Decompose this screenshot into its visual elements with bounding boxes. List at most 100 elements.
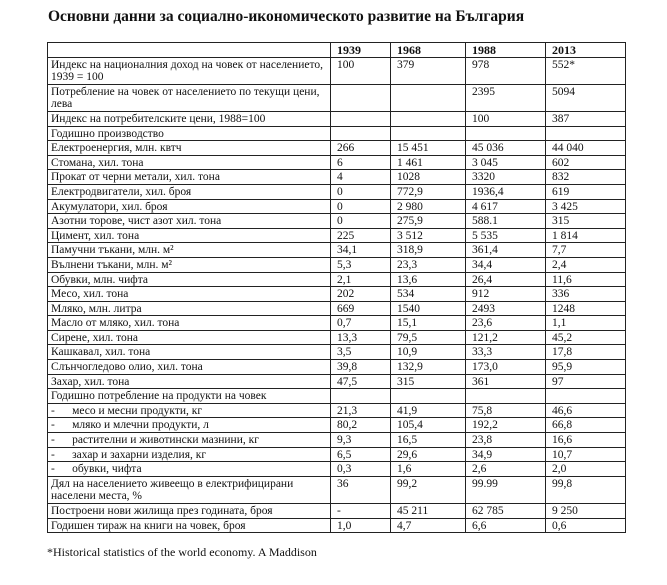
label-cell: Захар, хил. тона <box>47 373 331 390</box>
value-cell: - <box>330 503 391 519</box>
value-cell: 832 <box>545 169 626 185</box>
value-cell <box>390 388 466 404</box>
value-cell: 3 045 <box>465 154 546 171</box>
value-cell: 225 <box>330 227 391 244</box>
label-cell: Кашкавал, хил. тона <box>47 344 331 361</box>
value-cell: 100 <box>330 56 391 85</box>
value-cell: 105,4 <box>390 417 466 434</box>
value-cell: 99.99 <box>465 475 546 505</box>
table-row: Кашкавал, хил. тона 3,5 10,9 33,3 17,8 <box>47 344 626 361</box>
value-cell <box>545 125 626 142</box>
value-cell: 9 250 <box>545 503 626 519</box>
label-cell: - мляко и млечни продукти, л <box>47 417 331 434</box>
value-cell: 13,3 <box>330 329 391 346</box>
value-cell <box>465 125 546 142</box>
value-cell: 41,9 <box>390 402 466 419</box>
value-cell: 192,2 <box>465 417 546 434</box>
table-row: Вълнени тъкани, млн. м² 5,3 23,3 34,4 2,4 <box>47 256 626 273</box>
value-cell: 4,7 <box>390 517 466 534</box>
value-cell <box>330 125 391 142</box>
value-cell: 66,8 <box>545 417 626 434</box>
value-cell: 0,7 <box>330 315 391 331</box>
value-cell: 275,9 <box>390 213 466 229</box>
label-cell: - захар и захарни изделия, кг <box>47 446 331 463</box>
value-cell: 2,1 <box>330 271 391 288</box>
value-cell: 361 <box>465 373 546 390</box>
value-cell: 2 980 <box>390 198 466 215</box>
value-cell: 3320 <box>465 169 546 185</box>
table-row: Дял на населението живеещо в електрифици… <box>47 475 626 505</box>
table-row: Азотни торове, чист азот хил. тона 0 275,9… <box>47 213 626 229</box>
value-cell: 5 535 <box>465 227 546 244</box>
value-cell: 16,6 <box>545 432 626 448</box>
table-body: Индекс на националния доход на човек от … <box>47 56 626 534</box>
value-cell: 4 617 <box>465 198 546 215</box>
value-cell: 6 <box>330 154 391 171</box>
table-row: Масло от мляко, хил. тона 0,7 15,1 23,6 1,1 <box>47 315 626 331</box>
value-cell: 1936,4 <box>465 183 546 200</box>
value-cell: 534 <box>390 286 466 302</box>
table-row: - месо и месни продукти, кг 21,3 41,9 75,8 4… <box>47 402 626 419</box>
label-cell: - обувки, чифта <box>47 461 331 477</box>
table-row: Електродвигатели, хил. броя 0 772,9 1936,4 6… <box>47 183 626 200</box>
column-header: 1968 <box>390 42 466 58</box>
label-cell: Сирене, хил. тона <box>47 329 331 346</box>
column-header: 1988 <box>465 42 546 58</box>
table-row: Годишен тираж на книги на човек, броя 1,0… <box>47 517 626 534</box>
column-header <box>47 42 331 58</box>
table-row: Индекс на националния доход на човек от … <box>47 56 626 85</box>
label-cell: Азотни торове, чист азот хил. тона <box>47 213 331 229</box>
value-cell: 99,8 <box>545 475 626 505</box>
value-cell <box>390 83 466 112</box>
value-cell: 10,9 <box>390 344 466 361</box>
value-cell: 132,9 <box>390 359 466 375</box>
value-cell: 80,2 <box>330 417 391 434</box>
value-cell: 0 <box>330 183 391 200</box>
value-cell: 33,3 <box>465 344 546 361</box>
value-cell: 912 <box>465 286 546 302</box>
value-cell <box>330 110 391 127</box>
value-cell: 0,6 <box>545 517 626 534</box>
value-cell: 5,3 <box>330 256 391 273</box>
value-cell: 15,1 <box>390 315 466 331</box>
value-cell: 619 <box>545 183 626 200</box>
value-cell: 45 211 <box>390 503 466 519</box>
value-cell: 99,2 <box>390 475 466 505</box>
value-cell: 121,2 <box>465 329 546 346</box>
label-cell: Индекс на потребителските цени, 1988=100 <box>47 110 331 127</box>
table-row: Индекс на потребителските цени, 1988=100… <box>47 110 626 127</box>
value-cell: 4 <box>330 169 391 185</box>
label-cell: Цимент, хил. тона <box>47 227 331 244</box>
table-row: Годишно производство <box>47 125 626 142</box>
value-cell: 2,4 <box>545 256 626 273</box>
label-cell: Електродвигатели, хил. броя <box>47 183 331 200</box>
label-cell: Масло от мляко, хил. тона <box>47 315 331 331</box>
value-cell: 23,6 <box>465 315 546 331</box>
table-row: Слънчогледово олио, хил. тона 39,8 132,9 17… <box>47 359 626 375</box>
value-cell: 7,7 <box>545 242 626 258</box>
table-row: - захар и захарни изделия, кг 6,5 29,6 34,9… <box>47 446 626 463</box>
header-row: 1939 1968 1988 2013 <box>47 42 626 58</box>
value-cell: 47,5 <box>330 373 391 390</box>
value-cell: 17,8 <box>545 344 626 361</box>
value-cell: 21,3 <box>330 402 391 419</box>
value-cell: 2,6 <box>465 461 546 477</box>
table-row: - обувки, чифта 0,3 1,6 2,6 2,0 <box>47 461 626 477</box>
label-cell: Годишно производство <box>47 125 331 142</box>
value-cell: 3 425 <box>545 198 626 215</box>
table-row: Обувки, млн. чифта 2,1 13,6 26,4 11,6 <box>47 271 626 288</box>
value-cell: 29,6 <box>390 446 466 463</box>
value-cell: 6,5 <box>330 446 391 463</box>
label-cell: Обувки, млн. чифта <box>47 271 331 288</box>
label-cell: Мляко, млн. литра <box>47 300 331 317</box>
value-cell: 45,2 <box>545 329 626 346</box>
value-cell: 34,1 <box>330 242 391 258</box>
value-cell: 2,0 <box>545 461 626 477</box>
value-cell: 23,8 <box>465 432 546 448</box>
table-row: Прокат от черни метали, хил. тона 4 1028 33… <box>47 169 626 185</box>
value-cell: 100 <box>465 110 546 127</box>
label-cell: Акумулатори, хил. броя <box>47 198 331 215</box>
value-cell: 11,6 <box>545 271 626 288</box>
label-cell: - растителни и животински мазнини, кг <box>47 432 331 448</box>
